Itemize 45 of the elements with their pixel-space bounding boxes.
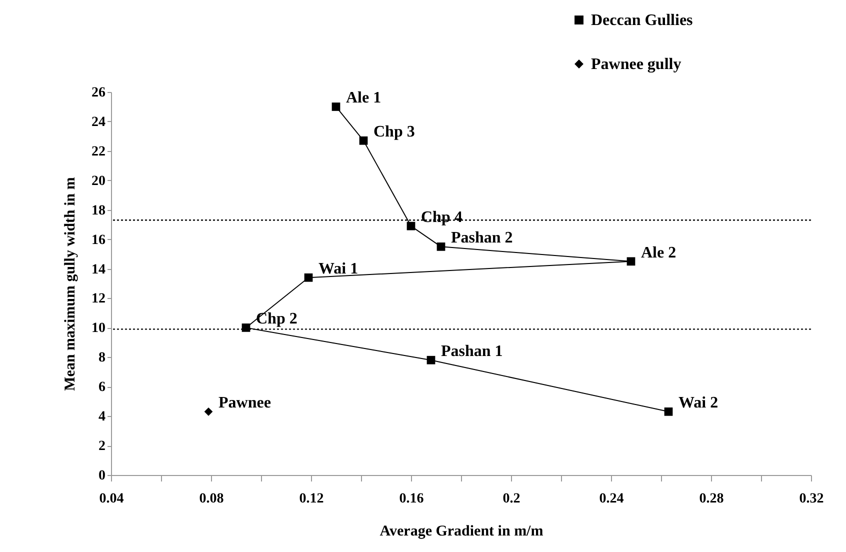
point [626,257,636,266]
y-tick-label: 6 [98,380,106,396]
annotation: Wai 2 [678,394,718,412]
y-tick-label: 20 [92,174,106,189]
y-tick-label: 0 [98,468,106,484]
x-tick-label: 0.16 [399,492,424,506]
annotation: Wai 1 [318,260,358,278]
x-tick-label: 0.12 [299,492,324,506]
point [664,407,673,416]
point [426,356,436,364]
y-tick-label: 18 [92,203,106,218]
point [406,222,416,230]
y-tick-label: 8 [98,350,106,366]
point [304,273,313,282]
point [204,407,213,416]
point [436,242,446,251]
annotation: Pawnee [218,394,271,412]
annotation: Pashan 2 [451,230,513,247]
annotation: Ale 1 [346,90,382,107]
y-tick-label: 14 [92,262,106,278]
x-tick-label: 0.24 [599,492,624,506]
point [332,102,340,111]
legend-label: Deccan Gullies [591,12,693,29]
y-tick-label: 22 [92,144,106,160]
legend-label: Pawnee gully [591,56,682,73]
y-tick-label: 12 [92,292,106,307]
annotation: Chp 4 [421,209,462,226]
y-tick-label: 16 [92,232,106,248]
x-tick-label: 0.08 [199,492,224,506]
annotation: Pashan 1 [441,343,503,360]
y-tick-label: 26 [92,86,106,100]
x-tick-label: 0.2 [502,492,520,506]
y-tick-label: 10 [92,321,106,336]
x-tick-label: 0.32 [799,492,824,506]
y-tick-label: 2 [98,439,106,454]
y-tick-label: 24 [92,114,106,130]
x-tick-label: 0.28 [699,492,724,506]
point [359,136,368,145]
y-tick-label: 4 [98,410,106,425]
annotation: Ale 2 [641,244,676,262]
y-axis-title: Mean maximum gully width in m [62,176,78,391]
annotation: Chp 3 [374,124,415,141]
x-axis-title: Average Gradient in m/m [380,524,544,540]
annotation: Chp 2 [256,310,298,328]
x-tick-label: 0.04 [99,492,124,506]
